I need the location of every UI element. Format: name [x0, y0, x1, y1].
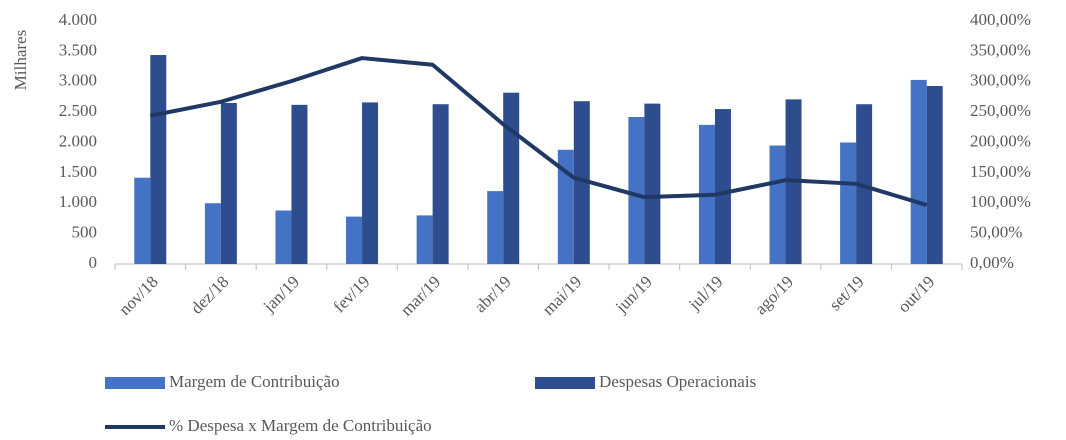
bar	[487, 191, 504, 264]
y-tick-label: 3.500	[59, 40, 97, 59]
x-tick-label: mai/19	[539, 272, 586, 319]
x-tick-label: dez/18	[187, 272, 232, 317]
bar	[150, 55, 167, 264]
legend-swatch	[105, 377, 165, 389]
bar	[840, 142, 857, 264]
bar	[275, 210, 292, 264]
x-tick-label: out/19	[894, 272, 938, 316]
x-tick-label: jun/19	[611, 272, 656, 317]
x-tick-label: jul/19	[684, 272, 726, 314]
y2-tick-label: 250,00%	[970, 101, 1031, 120]
bar	[346, 216, 363, 264]
bar	[926, 86, 943, 264]
bar	[432, 104, 449, 264]
x-tick-label: mar/19	[397, 272, 444, 319]
y2-tick-label: 100,00%	[970, 192, 1031, 211]
bar	[628, 116, 645, 264]
bar	[134, 177, 151, 264]
y2-tick-label: 0,00%	[970, 253, 1014, 272]
bar	[644, 103, 661, 265]
legend-swatch	[535, 377, 595, 389]
legend-label: Margem de Contribuição	[169, 372, 340, 391]
x-tick-label: ago/19	[751, 272, 797, 318]
line	[149, 56, 928, 207]
y2-tick-label: 200,00%	[970, 131, 1031, 150]
y2-tick-label: 400,00%	[970, 10, 1031, 29]
y-axis-label: Milhares	[11, 30, 30, 90]
bar	[503, 92, 520, 264]
bar	[769, 145, 786, 264]
y2-tick-label: 150,00%	[970, 162, 1031, 181]
y-tick-label: 4.000	[59, 10, 97, 29]
y-tick-label: 2.000	[59, 131, 97, 150]
bar	[573, 101, 590, 264]
y-tick-label: 500	[72, 223, 98, 242]
x-tick-label: abr/19	[471, 272, 515, 316]
bar	[220, 103, 237, 264]
x-tick-label: fev/19	[329, 272, 373, 316]
bar	[362, 102, 379, 264]
y-tick-label: 0	[89, 253, 98, 272]
x-tick-label: nov/18	[115, 272, 162, 319]
y-tick-label: 3.000	[59, 71, 97, 90]
x-tick-label: jan/19	[259, 272, 303, 316]
x-tick-label: set/19	[826, 272, 868, 314]
legend-label: % Despesa x Margem de Contribuição	[169, 416, 432, 435]
y-tick-label: 2.500	[59, 101, 97, 120]
bar	[416, 215, 433, 264]
y2-tick-label: 350,00%	[970, 40, 1031, 59]
y2-tick-label: 50,00%	[970, 223, 1022, 242]
bar	[910, 79, 927, 265]
y-tick-label: 1.500	[59, 162, 97, 181]
legend-label: Despesas Operacionais	[599, 372, 756, 391]
y-tick-label: 1.000	[59, 192, 97, 211]
bar	[204, 203, 221, 264]
y2-tick-label: 300,00%	[970, 71, 1031, 90]
bar	[856, 104, 873, 264]
bar	[291, 104, 308, 265]
bar	[557, 149, 574, 264]
bar	[714, 109, 731, 265]
